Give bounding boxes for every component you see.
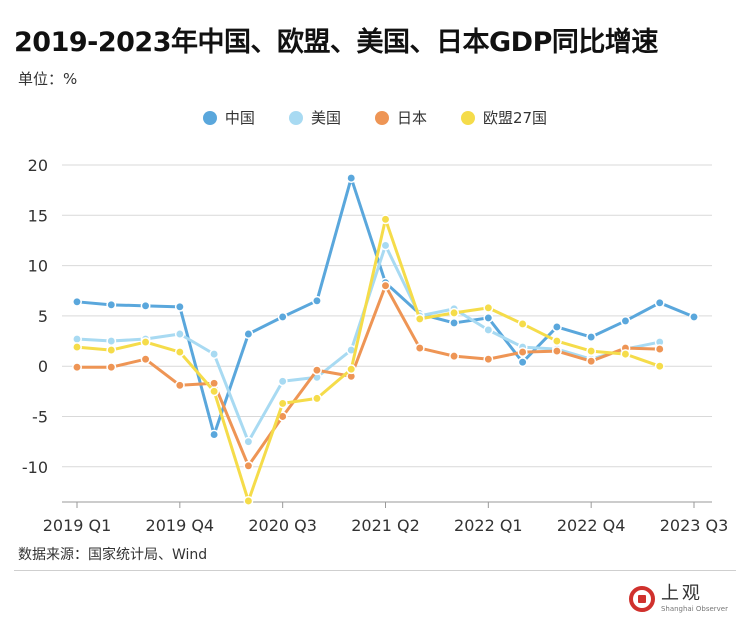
- data-point-eu: [414, 313, 425, 324]
- legend-label-japan: 日本: [396, 109, 427, 127]
- data-point-china: [620, 315, 631, 326]
- x-tick-label: 2019 Q1: [43, 516, 112, 535]
- data-point-japan: [106, 362, 117, 373]
- series-line-usa: [76, 243, 661, 444]
- y-tick-label: -10: [22, 458, 48, 477]
- data-point-eu: [72, 342, 82, 353]
- data-point-usa: [483, 325, 494, 335]
- footer-divider: [14, 570, 736, 571]
- data-point-eu: [483, 302, 494, 313]
- data-point-china: [654, 297, 665, 308]
- legend-label-usa: 美国: [310, 109, 341, 127]
- data-point-eu: [243, 496, 254, 506]
- data-point-china: [140, 300, 151, 311]
- data-point-eu: [140, 337, 151, 348]
- data-point-japan: [449, 351, 460, 362]
- x-tick-label: 2021 Q2: [351, 516, 420, 535]
- y-tick-label: 20: [28, 156, 48, 175]
- y-tick-label: 0: [38, 357, 48, 376]
- data-source-note: 数据来源：国家统计局、Wind: [18, 547, 208, 563]
- legend-label-china: 中国: [224, 109, 255, 127]
- data-point-japan: [140, 354, 151, 365]
- data-point-china: [209, 429, 220, 440]
- data-point-china: [243, 329, 254, 339]
- y-tick-label: 5: [38, 307, 48, 326]
- x-tick-label: 2019 Q4: [146, 516, 215, 535]
- x-tick-label: 2022 Q1: [454, 516, 523, 535]
- legend-label-eu: 欧盟27国: [482, 109, 548, 127]
- data-point-china: [551, 322, 562, 332]
- x-tick-label: 2020 Q3: [248, 516, 317, 535]
- x-tick-label: 2023 Q3: [660, 516, 729, 535]
- y-tick-label: 15: [28, 206, 48, 225]
- data-point-japan: [380, 280, 391, 291]
- series-line-japan: [77, 284, 660, 468]
- legend-dot-usa: [288, 110, 303, 125]
- page-title: 2019-2023年中国、欧盟、美国、日本GDP同比增速: [14, 27, 658, 58]
- legend-dot-eu: [460, 110, 475, 125]
- data-point-eu: [277, 398, 288, 409]
- x-tick-label: 2022 Q4: [557, 516, 626, 535]
- data-point-china: [689, 311, 699, 322]
- legend-dot-japan: [374, 110, 389, 125]
- data-point-japan: [174, 380, 185, 391]
- chart-legend: 中国 美国 日本 欧盟27国: [0, 107, 750, 128]
- data-point-usa: [243, 436, 254, 447]
- series-line-eu: [76, 217, 661, 503]
- legend-item-china[interactable]: 中国: [202, 107, 255, 128]
- data-point-china: [106, 299, 117, 310]
- data-point-eu: [654, 361, 665, 372]
- data-point-japan: [517, 347, 528, 358]
- legend-dot-china: [202, 110, 217, 125]
- data-point-china: [517, 357, 528, 368]
- gdp-line-chart: 20 15 10 5 0 -5 -10 2019 Q1 2019 Q4 2020 Q3 2021 Q…: [22, 156, 729, 535]
- brand-name: 上观: [660, 583, 703, 604]
- data-point-eu: [449, 307, 460, 318]
- data-point-eu: [586, 346, 597, 357]
- data-point-china: [277, 311, 288, 322]
- data-point-japan: [414, 343, 425, 354]
- data-point-usa: [209, 349, 220, 360]
- data-point-eu: [551, 336, 562, 346]
- data-point-japan: [551, 346, 562, 357]
- data-point-usa: [106, 336, 117, 346]
- legend-item-japan[interactable]: 日本: [374, 107, 427, 128]
- brand-logo-icon: [628, 586, 655, 612]
- y-tick-label: 10: [28, 257, 48, 276]
- data-point-japan: [586, 356, 597, 367]
- data-point-china: [449, 317, 460, 328]
- y-tick-label: -5: [32, 407, 48, 426]
- legend-item-eu[interactable]: 欧盟27国: [460, 107, 548, 128]
- data-point-china: [483, 312, 494, 323]
- data-point-eu: [106, 345, 117, 356]
- legend-item-usa[interactable]: 美国: [288, 107, 341, 128]
- data-point-japan: [654, 344, 665, 355]
- data-point-usa: [174, 329, 185, 339]
- data-point-eu: [174, 347, 185, 358]
- data-point-eu: [620, 349, 631, 360]
- data-point-usa: [277, 376, 288, 387]
- data-point-china: [346, 173, 357, 184]
- brand-logo: 上观 Shanghai Observer: [628, 583, 728, 613]
- unit-label: 单位：%: [18, 70, 78, 88]
- data-point-usa: [72, 334, 82, 344]
- data-point-japan: [311, 365, 322, 376]
- data-point-japan: [483, 354, 494, 365]
- data-point-japan: [243, 460, 254, 471]
- data-point-china: [72, 296, 82, 307]
- data-point-eu: [346, 364, 357, 375]
- data-point-china: [174, 301, 185, 312]
- data-point-china: [586, 332, 597, 342]
- data-point-eu: [209, 386, 220, 397]
- data-point-eu: [380, 214, 391, 225]
- data-point-eu: [517, 318, 528, 329]
- data-point-eu: [311, 393, 322, 404]
- data-point-china: [311, 295, 322, 306]
- brand-subtitle: Shanghai Observer: [660, 605, 728, 613]
- data-point-japan: [72, 362, 82, 373]
- data-point-usa: [380, 240, 391, 251]
